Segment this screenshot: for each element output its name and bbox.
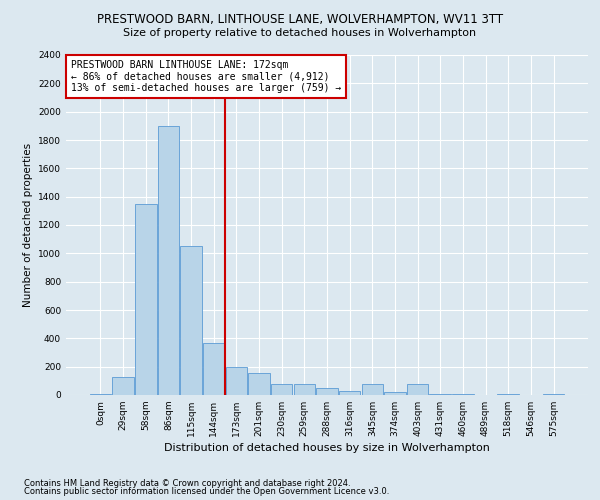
Y-axis label: Number of detached properties: Number of detached properties (23, 143, 32, 307)
Bar (430, 394, 451, 395)
Bar (293, 384, 315, 395)
Text: PRESTWOOD BARN LINTHOUSE LANE: 172sqm
← 86% of detached houses are smaller (4,91: PRESTWOOD BARN LINTHOUSE LANE: 172sqm ← … (71, 60, 341, 94)
Bar (226, 366, 247, 395)
Bar (452, 394, 473, 395)
Text: Contains HM Land Registry data © Crown copyright and database right 2024.: Contains HM Land Registry data © Crown c… (24, 478, 350, 488)
Bar (497, 394, 519, 395)
Bar (158, 126, 179, 395)
Bar (271, 384, 292, 395)
Text: PRESTWOOD BARN, LINTHOUSE LANE, WOLVERHAMPTON, WV11 3TT: PRESTWOOD BARN, LINTHOUSE LANE, WOLVERHA… (97, 12, 503, 26)
Bar (203, 342, 224, 395)
Bar (407, 384, 428, 395)
Bar (248, 373, 270, 395)
X-axis label: Distribution of detached houses by size in Wolverhampton: Distribution of detached houses by size … (164, 443, 490, 453)
Bar (543, 394, 564, 395)
Bar (316, 388, 338, 395)
Bar (112, 376, 134, 395)
Text: Size of property relative to detached houses in Wolverhampton: Size of property relative to detached ho… (124, 28, 476, 38)
Bar (384, 392, 406, 395)
Bar (135, 204, 157, 395)
Text: Contains public sector information licensed under the Open Government Licence v3: Contains public sector information licen… (24, 487, 389, 496)
Bar (90, 394, 111, 395)
Bar (181, 246, 202, 395)
Bar (339, 391, 361, 395)
Bar (362, 384, 383, 395)
